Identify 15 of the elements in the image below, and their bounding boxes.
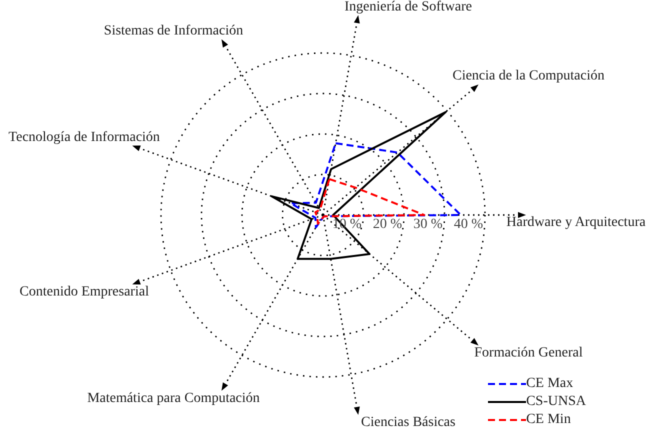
spoke-label: Ciencia de la Computación [452,68,605,84]
spoke-label: Ciencias Básicas [361,415,456,429]
spoke-label: Ingeniería de Software [344,0,472,14]
spoke-label: Formación General [474,346,583,361]
y-tick-label: 30 % [413,217,443,232]
y-tick-label: 20 % [372,217,402,232]
legend-label: CE Max [526,376,574,392]
spoke-label: Contenido Empresarial [20,284,150,300]
spoke-label: Matemática para Computación [87,391,260,406]
legend-label: CS-UNSA [526,394,586,410]
y-tick-label: 40 % [454,217,484,232]
legend-label: CE Min [526,412,571,428]
spoke-label: Hardware y Arquitectura [506,215,646,230]
spoke-label: Sistemas de Información [104,23,244,38]
spoke-label: Tecnología de Información [8,130,160,145]
